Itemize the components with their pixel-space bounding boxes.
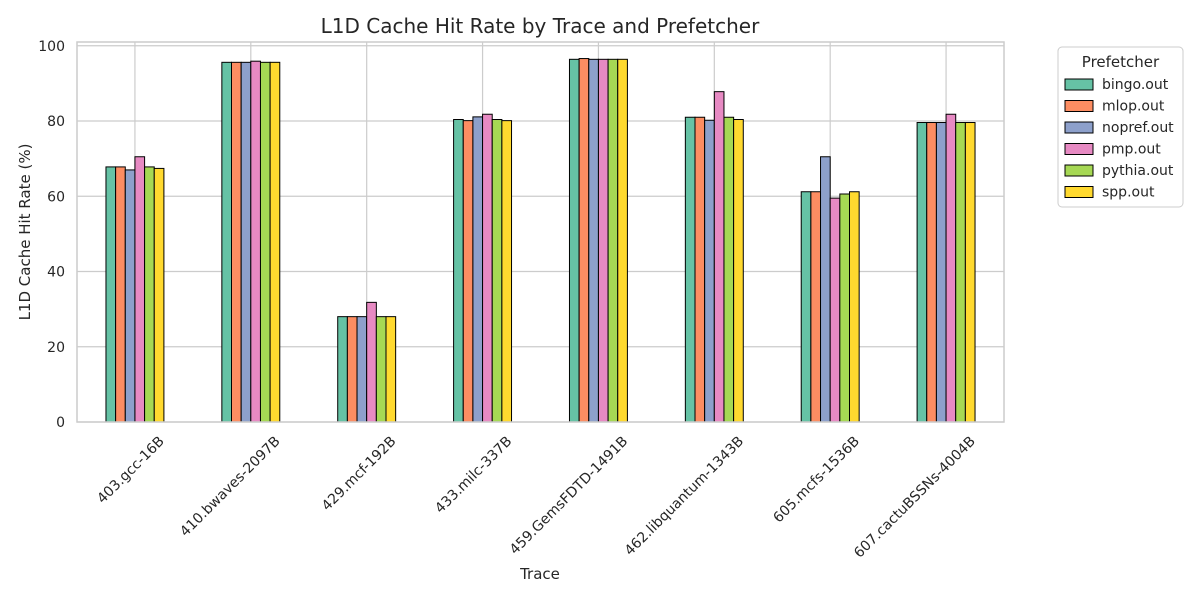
bar-pythia-3 — [491, 119, 503, 423]
gridlines — [77, 42, 1004, 423]
bar-bingo-4 — [568, 58, 580, 423]
y-tick-label: 0 — [56, 415, 65, 431]
legend-swatch — [1064, 164, 1094, 177]
bar-nopref-4 — [588, 58, 599, 423]
y-tick-label: 40 — [47, 265, 65, 281]
bar-pythia-2 — [375, 316, 387, 423]
x-axis-label: Trace — [519, 565, 560, 583]
x-tick-label: 607.cactuBSSNs-4004B — [851, 434, 979, 562]
bar-mlop-2 — [346, 316, 358, 423]
y-tick-label: 80 — [47, 114, 65, 130]
bar-nopref-5 — [704, 119, 715, 423]
bar-bingo-5 — [684, 116, 696, 423]
bar-pmp-7 — [945, 113, 957, 423]
bar-pmp-1 — [250, 60, 261, 423]
legend-entry: bingo.out — [1102, 77, 1169, 93]
bar-pmp-4 — [597, 58, 609, 423]
bar-mlop-5 — [694, 116, 706, 423]
bar-bingo-0 — [105, 166, 117, 423]
legend-entry: pmp.out — [1102, 142, 1161, 158]
legend-swatch — [1064, 143, 1094, 155]
bar-spp-4 — [617, 58, 628, 423]
bar-nopref-6 — [820, 156, 831, 423]
bar-mlop-7 — [926, 122, 937, 423]
legend-swatch — [1064, 100, 1094, 112]
x-tick-label: 462.libquantum-1343B — [622, 434, 747, 559]
bar-pythia-7 — [955, 122, 966, 423]
bar-mlop-6 — [810, 191, 822, 423]
bar-spp-1 — [269, 61, 281, 423]
bar-pythia-6 — [839, 193, 850, 423]
bar-nopref-3 — [472, 116, 484, 423]
y-tick-label: 100 — [38, 39, 65, 55]
legend-entry: mlop.out — [1102, 99, 1165, 115]
bar-mlop-0 — [115, 166, 126, 423]
bar-spp-0 — [153, 167, 165, 423]
y-tick-label: 20 — [47, 340, 65, 356]
x-tick-label: 410.bwaves-2097B — [177, 434, 283, 540]
x-tick-label: 403.gcc-16B — [94, 434, 167, 507]
bar-pythia-0 — [144, 166, 155, 423]
bar-bingo-3 — [453, 119, 464, 423]
bar-nopref-0 — [124, 169, 136, 423]
bar-spp-2 — [385, 316, 397, 423]
chart-title: L1D Cache Hit Rate by Trace and Prefetch… — [321, 14, 760, 38]
bar-mlop-1 — [231, 61, 242, 423]
bar-bingo-2 — [337, 316, 348, 423]
legend-entry: pythia.out — [1102, 163, 1174, 179]
bar-pythia-1 — [259, 61, 271, 423]
legend-title: Prefetcher — [1082, 53, 1160, 71]
x-tick-label: 429.mcf-192B — [319, 434, 400, 515]
bar-mlop-3 — [462, 120, 474, 423]
y-tick-label: 60 — [47, 189, 65, 205]
legend-swatch — [1064, 186, 1094, 198]
bar-pythia-5 — [723, 116, 735, 423]
bar-bingo-6 — [800, 191, 812, 423]
bar-pmp-6 — [829, 197, 841, 423]
legend-swatch — [1064, 78, 1094, 91]
bar-nopref-7 — [935, 122, 947, 423]
bar-nopref-2 — [356, 316, 368, 423]
bar-bingo-7 — [916, 122, 928, 423]
bar-pmp-2 — [366, 301, 377, 423]
bar-pmp-0 — [134, 156, 146, 423]
bar-nopref-1 — [240, 61, 252, 423]
bar-spp-3 — [501, 120, 513, 423]
bar-mlop-4 — [578, 58, 590, 423]
legend-entry: nopref.out — [1102, 120, 1174, 136]
legend-entry: spp.out — [1102, 185, 1155, 201]
bar-spp-6 — [849, 191, 860, 423]
legend-swatch — [1064, 121, 1094, 134]
bar-spp-5 — [733, 119, 744, 423]
bar-spp-7 — [964, 122, 976, 423]
bar-bingo-1 — [221, 61, 232, 423]
bar-pmp-5 — [713, 91, 725, 423]
x-tick-label: 605.mcfs-1536B — [770, 434, 863, 527]
bar-pmp-3 — [482, 113, 493, 423]
bars — [105, 58, 976, 423]
x-tick-label: 433.milc-337B — [432, 434, 515, 517]
x-tick-label: 459.GemsFDTD-1491B — [507, 434, 631, 558]
legend: Prefetcher bingo.out mlop.out nopref.out pmp… — [1057, 46, 1184, 208]
bar-pythia-4 — [607, 58, 619, 423]
plot-frame — [76, 41, 1005, 423]
y-axis-label: L1D Cache Hit Rate (%) — [16, 144, 34, 321]
